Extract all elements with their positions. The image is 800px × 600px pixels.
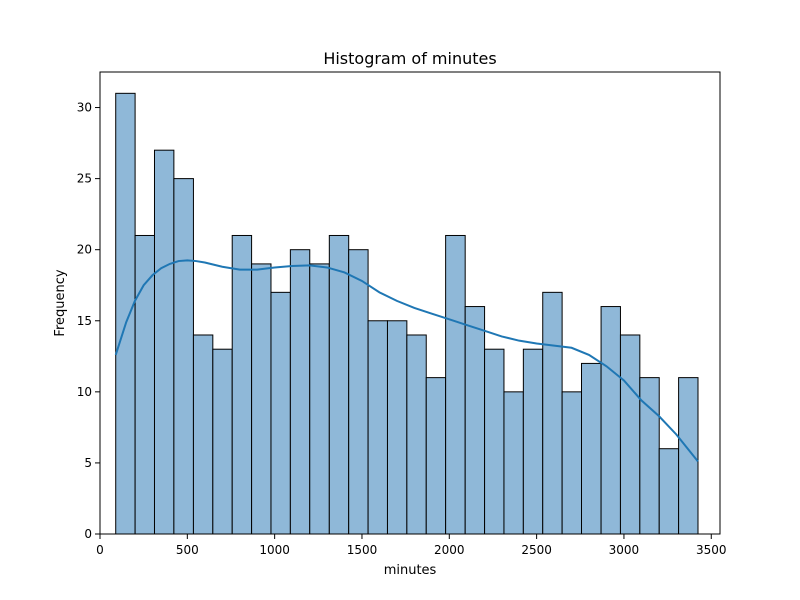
histogram-bar-26 <box>600 306 621 535</box>
y-tick-label: 5 <box>84 456 92 470</box>
histogram-bar-29 <box>658 448 680 535</box>
histogram-bar-14 <box>367 320 388 535</box>
histogram-bar-1 <box>115 92 136 535</box>
histogram-bar-11 <box>309 263 330 535</box>
y-tick-label: 25 <box>77 172 92 186</box>
y-tick-label: 10 <box>77 385 92 399</box>
y-tick-label: 15 <box>77 314 92 328</box>
y-tick-label: 0 <box>84 527 92 541</box>
histogram-bar-17 <box>425 377 447 535</box>
histogram-bar-21 <box>503 391 524 535</box>
histogram-bar-30 <box>678 377 699 535</box>
histogram-bar-22 <box>522 348 544 535</box>
x-tick-label: 0 <box>96 543 104 557</box>
histogram-bar-5 <box>192 334 214 535</box>
x-tick-label: 2500 <box>521 543 552 557</box>
x-tick-label: 500 <box>176 543 199 557</box>
histogram-bar-27 <box>619 334 641 535</box>
histogram-bar-10 <box>289 249 311 535</box>
histogram-bar-7 <box>231 234 253 535</box>
histogram-bar-6 <box>212 348 233 535</box>
histogram-bar-16 <box>406 334 427 535</box>
histogram-bar-24 <box>561 391 583 535</box>
histogram-bar-20 <box>484 348 505 535</box>
histogram-bar-25 <box>581 362 602 535</box>
kde-density-line <box>114 259 699 463</box>
histogram-bar-18 <box>445 234 466 535</box>
histogram-bar-15 <box>386 320 408 535</box>
x-tick-label: 1000 <box>259 543 290 557</box>
histogram-bar-23 <box>542 291 563 535</box>
histogram-bar-12 <box>328 234 350 535</box>
histogram-bar-2 <box>134 234 155 535</box>
histogram-bar-9 <box>270 291 291 535</box>
y-axis-ticks: 0 5 10 15 20 25 30 <box>77 101 100 541</box>
x-axis-label: minutes <box>384 563 437 578</box>
histogram-bars <box>115 92 699 535</box>
y-tick-label: 20 <box>77 243 92 257</box>
y-tick-label: 30 <box>77 101 92 115</box>
x-tick-label: 2000 <box>434 543 465 557</box>
chart-title: Histogram of minutes <box>323 49 496 68</box>
x-tick-label: 3000 <box>609 543 640 557</box>
histogram-bar-3 <box>153 149 175 535</box>
y-axis-label: Frequency <box>53 269 68 336</box>
histogram-bar-13 <box>348 249 369 535</box>
x-axis-ticks: 0 500 1000 1500 2000 2500 3000 3500 <box>96 534 727 557</box>
plot-frame <box>99 71 721 535</box>
x-tick-label: 1500 <box>347 543 378 557</box>
histogram-bar-4 <box>173 178 194 535</box>
histogram-bar-19 <box>464 306 486 535</box>
histogram-bar-8 <box>251 263 272 535</box>
x-tick-label: 3500 <box>696 543 727 557</box>
